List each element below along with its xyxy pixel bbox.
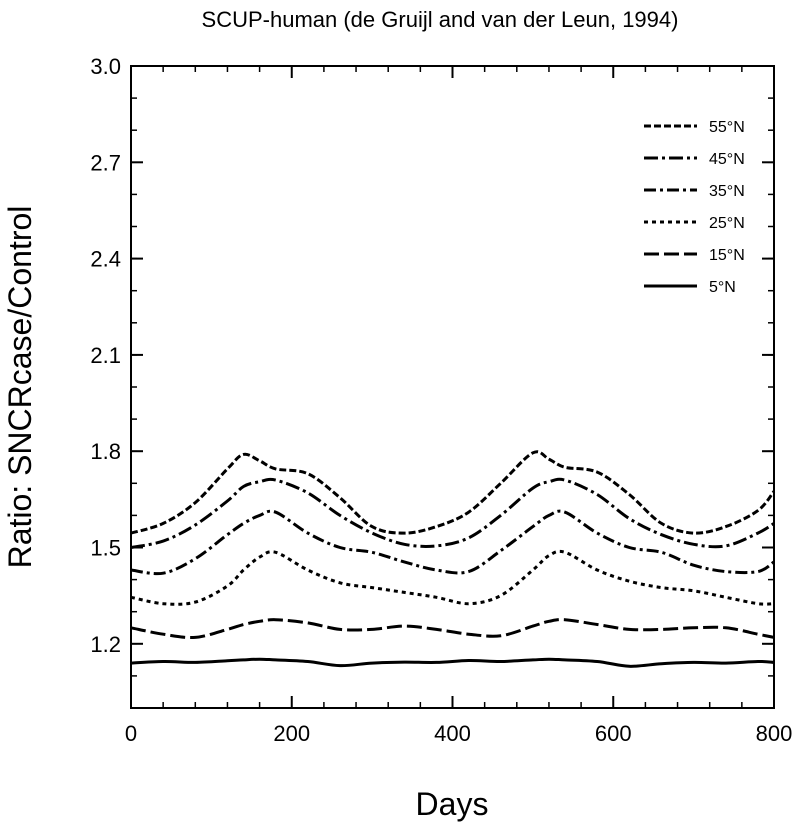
legend-label: 15°N bbox=[709, 247, 745, 264]
x-tick-label: 0 bbox=[125, 721, 137, 746]
plot-frame bbox=[130, 65, 775, 709]
series-line-25°N bbox=[130, 549, 775, 606]
y-tick-label: 2.7 bbox=[90, 150, 121, 175]
y-tick-label: 2.4 bbox=[90, 247, 121, 272]
legend-label: 25°N bbox=[709, 215, 745, 232]
legend-label: 5°N bbox=[709, 279, 736, 296]
y-tick-label: 3.0 bbox=[90, 54, 121, 79]
x-axis-title: Days bbox=[416, 786, 489, 822]
series-line-15°N bbox=[130, 618, 775, 640]
x-tick-label: 200 bbox=[273, 721, 310, 746]
x-tick-label: 800 bbox=[756, 721, 793, 746]
series-group bbox=[130, 450, 776, 668]
y-tick-label: 2.1 bbox=[90, 343, 121, 368]
y-tick-label: 1.2 bbox=[90, 632, 121, 657]
y-axis-title: Ratio: SNCRcase/Control bbox=[2, 206, 38, 569]
series-line-35°N bbox=[130, 509, 775, 576]
y-tick-label: 1.5 bbox=[90, 536, 121, 561]
legend: 55°N 45°N 35°N 25°N 15°N 5°N bbox=[644, 119, 745, 296]
x-tick-label: 600 bbox=[595, 721, 632, 746]
series-line-45°N bbox=[130, 477, 775, 549]
chart-title: SCUP-human (de Gruijl and van der Leun, … bbox=[202, 7, 679, 32]
legend-label: 55°N bbox=[709, 119, 745, 136]
series-line-5°N bbox=[130, 657, 775, 668]
series-line-55°N bbox=[130, 450, 776, 535]
legend-label: 35°N bbox=[709, 183, 745, 200]
x-tick-label: 400 bbox=[434, 721, 471, 746]
y-tick-label: 1.8 bbox=[90, 439, 121, 464]
legend-label: 45°N bbox=[709, 151, 745, 168]
